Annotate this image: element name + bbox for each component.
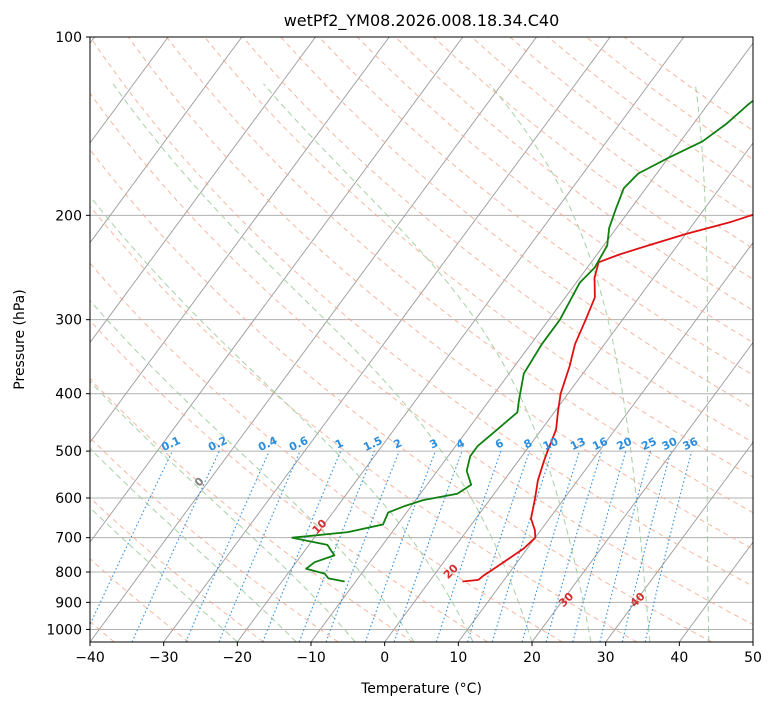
y-tick-label: 200 — [55, 208, 82, 224]
y-tick-label: 600 — [55, 491, 82, 507]
isotherm-line — [237, 37, 684, 642]
mixing-ratio-label: 30 — [660, 435, 680, 453]
x-tick-label: 40 — [670, 650, 688, 666]
mixing-ratio-label: 16 — [590, 435, 610, 453]
x-tick-label: −20 — [223, 650, 253, 666]
dry-adiabat-line — [510, 37, 775, 642]
dry-adiabat-line — [0, 37, 488, 642]
x-tick-label: 10 — [449, 650, 467, 666]
isotherm-line — [679, 37, 775, 642]
mixing-ratio-line — [622, 451, 671, 642]
mixing-ratio-line — [546, 451, 601, 642]
moist-adiabat-line — [0, 84, 355, 642]
isotherm-line — [90, 37, 537, 642]
x-tick-label: 0 — [380, 650, 389, 666]
y-tick-label: 700 — [55, 531, 82, 547]
mixing-ratio-label: 4 — [454, 436, 467, 451]
dry-adiabat-label: 30 — [556, 590, 576, 610]
y-axis-label: Pressure (hPa) — [12, 289, 28, 389]
plot-frame — [90, 37, 753, 642]
x-tick-label: −40 — [75, 650, 105, 666]
y-tick-label: 300 — [55, 313, 82, 329]
mixing-ratio-label: 10 — [541, 435, 561, 453]
mixing-ratio-label: 36 — [681, 435, 701, 453]
mixing-ratio-label: 13 — [568, 435, 587, 453]
dry-adiabat-line — [395, 37, 775, 642]
dry-adiabat-line — [14, 37, 712, 642]
dewpoint-profile-line — [292, 37, 775, 582]
y-tick-label: 800 — [55, 565, 82, 581]
mixing-ratio-line — [365, 451, 435, 642]
moist-adiabat-line — [12, 84, 473, 642]
mixing-ratio-line — [82, 451, 173, 642]
mixing-ratio-label: 6 — [493, 436, 506, 451]
isotherm-line — [532, 37, 775, 642]
isotherm-line — [16, 37, 463, 642]
dry-adiabat-label: 20 — [441, 561, 461, 581]
mixing-ratio-line — [522, 451, 579, 642]
mixing-ratio-line — [468, 451, 530, 642]
dry-adiabat-line — [0, 37, 338, 642]
x-tick-label: 20 — [523, 650, 541, 666]
mixing-ratio-line — [573, 451, 626, 642]
dry-adiabat-line — [548, 37, 775, 642]
moist-adiabat-line — [0, 84, 237, 642]
y-tick-label: 900 — [55, 595, 82, 611]
x-tick-label: 50 — [744, 650, 762, 666]
y-tick-label: 100 — [55, 30, 82, 46]
mixing-ratio-label: 20 — [615, 435, 635, 453]
x-tick-label: 30 — [597, 650, 615, 666]
mixing-ratio-label: 25 — [639, 435, 658, 453]
mixing-ratio-line — [600, 451, 651, 642]
temperature-profile-line — [463, 37, 775, 582]
dry-adiabat-line — [0, 37, 562, 642]
y-tick-label: 500 — [55, 444, 82, 460]
mixing-ratio-line — [394, 451, 462, 642]
dry-adiabat-line — [281, 37, 775, 642]
dry-adiabat-line — [167, 37, 775, 642]
y-tick-label: 1000 — [46, 622, 82, 638]
x-tick-label: −30 — [149, 650, 179, 666]
dry-adiabat-line — [472, 37, 775, 642]
isotherm-line — [753, 37, 775, 642]
dry-adiabat-line — [205, 37, 775, 642]
isotherm-line — [0, 37, 242, 642]
dry-adiabat-line — [0, 37, 637, 642]
mixing-ratio-line — [219, 451, 300, 642]
dry-adiabat-line — [0, 37, 264, 642]
moist-adiabat-line — [695, 84, 709, 642]
y-tick-label: 400 — [55, 387, 82, 403]
mixing-ratio-label: 3 — [428, 436, 440, 451]
x-tick-label: −10 — [296, 650, 326, 666]
moist-adiabat-line — [264, 84, 591, 642]
dry-adiabat-line — [434, 37, 775, 642]
chart-title: wetPf2_YM08.2026.008.18.34.C40 — [284, 11, 560, 31]
isotherm-line — [164, 37, 611, 642]
isotherm-line — [311, 37, 758, 642]
moist-adiabat-line — [113, 84, 532, 642]
mixing-ratio-label: 2 — [392, 436, 404, 451]
x-axis-label: Temperature (°C) — [360, 681, 482, 697]
dry-adiabat-line — [624, 37, 775, 642]
